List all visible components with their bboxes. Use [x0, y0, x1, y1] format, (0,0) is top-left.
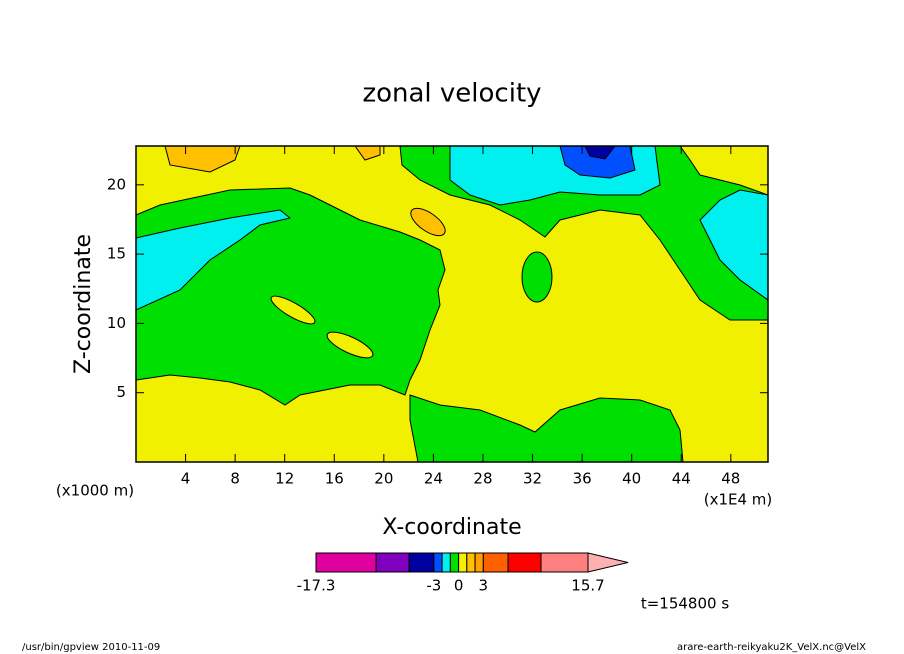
colorbar-tick-label: 0: [454, 577, 464, 595]
chart-title: zonal velocity: [362, 79, 541, 109]
colorbar-segment: [408, 552, 435, 573]
x-tick-label: 36: [573, 470, 592, 488]
colorbar-segment: [474, 552, 484, 573]
contour-field: [135, 145, 769, 463]
y-unit: (x1000 m): [56, 482, 134, 500]
y-tick-label: 20: [107, 175, 126, 193]
colorbar-segment: [315, 552, 377, 573]
contour-region: [270, 295, 316, 325]
x-tick-label: 24: [424, 470, 443, 488]
colorbar-tick-label: -3: [426, 577, 441, 595]
colorbar-tick-label: 3: [479, 577, 489, 595]
colorbar-segment: [441, 552, 451, 573]
colorbar-segment: [466, 552, 476, 573]
plot-frame: [135, 145, 769, 463]
colorbar-segment: [507, 552, 542, 573]
colorbar-tick-label: -17.3: [297, 577, 336, 595]
colorbar-tick-label: 15.7: [571, 577, 604, 595]
x-tick-label: 16: [325, 470, 344, 488]
colorbar-segment: [449, 552, 460, 573]
x-tick-label: 8: [230, 470, 240, 488]
colorbar-segment: [433, 552, 443, 573]
colorbar-extension: [587, 552, 629, 573]
x-tick-label: 40: [622, 470, 641, 488]
colorbar-segment: [482, 552, 509, 573]
x-tick-label: 32: [523, 470, 542, 488]
colorbar-segment: [458, 552, 468, 573]
y-tick-label: 10: [107, 314, 126, 332]
contour-region: [326, 331, 374, 359]
contour-region: [135, 209, 292, 311]
colorbar-segment: [540, 552, 589, 573]
contour-region: [410, 207, 446, 237]
x-tick-label: 44: [672, 470, 691, 488]
x-unit: (x1E4 m): [704, 491, 773, 509]
y-axis-title: Z-coordinate: [71, 234, 96, 374]
x-tick-label: 12: [275, 470, 294, 488]
footer-left: /usr/bin/gpview 2010-11-09: [22, 642, 160, 653]
contour-region: [521, 251, 553, 303]
colorbar: -17.3 -3 0 3 15.7: [297, 552, 629, 595]
x-axis-title: X-coordinate: [382, 515, 521, 540]
colorbar-segment: [375, 552, 410, 573]
x-tick-label: 20: [374, 470, 393, 488]
time-label: t=154800 s: [641, 595, 729, 613]
y-tick-label: 15: [107, 245, 126, 263]
x-tick-label: 4: [181, 470, 191, 488]
footer-right: arare-earth-reikyaku2K_VelX.nc@VelX: [677, 642, 866, 653]
x-tick-label: 28: [473, 470, 492, 488]
y-tick-label: 5: [116, 383, 126, 401]
x-tick-label: 48: [721, 470, 740, 488]
